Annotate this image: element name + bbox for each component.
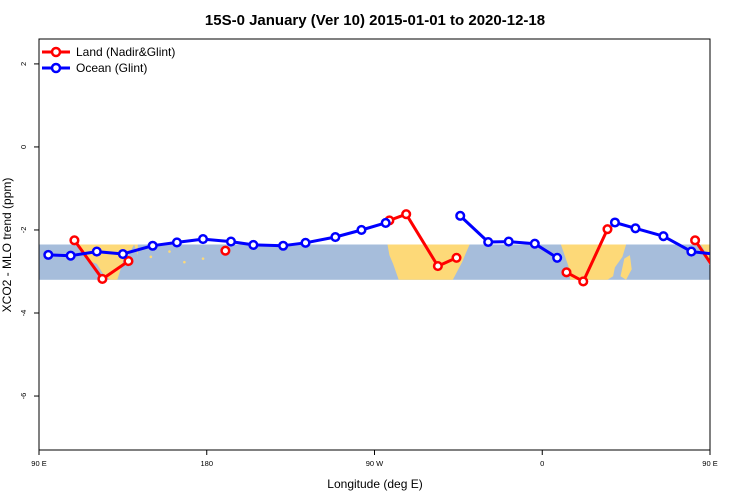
series-0-point-4-2 xyxy=(742,257,750,265)
series-0-point-0-1 xyxy=(97,273,108,285)
y-tick-label-2: -2 xyxy=(19,227,28,234)
y-tick-label-4: -6 xyxy=(19,393,28,400)
series-1-point-0-1 xyxy=(65,250,76,261)
series-0-point-2-2 xyxy=(432,261,443,272)
series-layer xyxy=(43,209,750,287)
x-axis: 90 E 180 90 W 0 90 E xyxy=(31,450,718,468)
series-1-line-2 xyxy=(614,221,710,256)
series-1-point-2-1 xyxy=(630,223,641,234)
y-axis-label: XCO2 - MLO trend (ppm) xyxy=(0,178,14,313)
legend-marker-ocean xyxy=(50,62,62,74)
series-1 xyxy=(43,210,725,263)
series-0-point-4-0 xyxy=(690,235,701,246)
y-tick-label-0: 2 xyxy=(19,62,28,66)
legend: Land (Nadir&Glint) Ocean (Glint) xyxy=(42,45,175,75)
legend-label-land: Land (Nadir&Glint) xyxy=(76,45,175,59)
series-1-point-0-0 xyxy=(43,249,54,260)
series-0-point-0-2 xyxy=(123,256,134,267)
series-1-point-1-0 xyxy=(455,210,466,221)
series-1-point-0-3 xyxy=(117,248,128,260)
series-0-point-2-3 xyxy=(451,252,462,263)
series-1-point-2-3 xyxy=(686,246,697,257)
series-0-point-3-2 xyxy=(602,224,613,235)
series-1-point-0-9 xyxy=(278,240,289,251)
series-1-point-2-0 xyxy=(609,217,620,228)
island-1 xyxy=(149,255,153,259)
x-tick-label-1: 180 xyxy=(200,459,213,468)
legend-marker-land xyxy=(50,46,62,58)
x-axis-label: Longitude (deg E) xyxy=(327,477,422,491)
legend-label-ocean: Ocean (Glint) xyxy=(76,61,147,75)
chart-title: 15S-0 January (Ver 10) 2015-01-01 to 202… xyxy=(205,12,545,29)
island-2 xyxy=(168,250,171,253)
x-tick-label-2: 90 W xyxy=(366,459,384,468)
series-1-point-2-4 xyxy=(717,251,725,259)
y-tick-label-3: -4 xyxy=(19,310,28,317)
series-0-line-2 xyxy=(388,212,458,268)
x-tick-label-0: 90 E xyxy=(31,459,46,468)
series-1-point-0-8 xyxy=(248,239,259,250)
series-1-point-0-12 xyxy=(356,224,367,236)
land-south-america xyxy=(387,244,470,280)
series-0-point-3-1 xyxy=(578,276,589,287)
series-0-point-4-1 xyxy=(717,275,725,283)
series-1-point-1-1 xyxy=(483,236,494,248)
series-1-point-0-7 xyxy=(225,236,237,247)
y-axis: 2 0 -2 -4 -6 xyxy=(19,62,39,400)
series-0-point-0-0 xyxy=(69,235,80,246)
series-1-point-0-4 xyxy=(147,240,158,251)
series-1-point-0-5 xyxy=(171,237,182,248)
series-0-point-2-1 xyxy=(401,209,412,220)
series-1-point-1-4 xyxy=(552,252,563,263)
series-1-point-0-6 xyxy=(197,234,209,245)
land-northern-australia-repeat xyxy=(700,244,710,261)
island-4 xyxy=(201,257,205,260)
series-0-point-3-0 xyxy=(561,267,572,278)
series-1-point-2-2 xyxy=(658,231,669,242)
series-1-point-0-11 xyxy=(330,231,341,243)
x-tick-label-3: 0 xyxy=(540,459,544,468)
land-madagascar xyxy=(620,255,632,280)
series-1-point-1-3 xyxy=(529,238,540,249)
x-tick-label-4: 90 E xyxy=(702,459,717,468)
series-1-point-1-2 xyxy=(503,236,514,247)
series-0-point-1-0 xyxy=(220,245,231,256)
land-africa xyxy=(560,244,630,280)
island-3 xyxy=(183,260,186,264)
series-1-point-0-13 xyxy=(380,217,391,228)
series-1-point-0-2 xyxy=(91,246,102,257)
series-1-point-0-10 xyxy=(300,237,311,248)
y-tick-label-1: 0 xyxy=(19,145,28,149)
map-band xyxy=(39,244,710,280)
